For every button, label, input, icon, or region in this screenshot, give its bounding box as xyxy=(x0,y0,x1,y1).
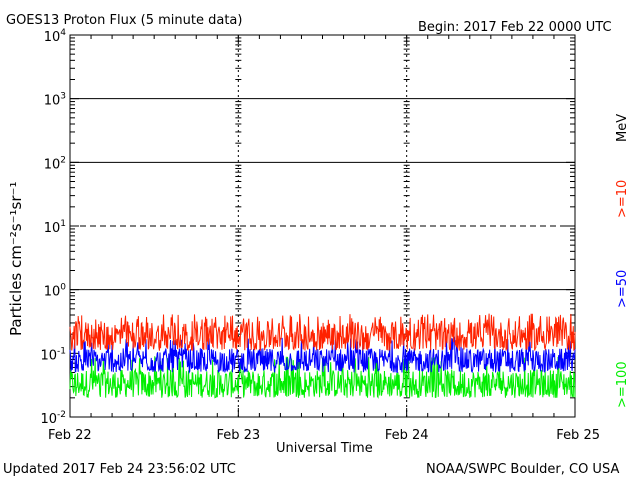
y-axis-label: Particles cm⁻²s⁻¹sr⁻¹ xyxy=(7,182,25,336)
legend-item-ge100: >=100 xyxy=(615,361,630,408)
y-tick-label: 101 xyxy=(44,219,66,236)
unit-label: MeV xyxy=(615,114,630,142)
updated-timestamp: Updated 2017 Feb 24 23:56:02 UTC xyxy=(3,462,236,477)
series-line-10 xyxy=(69,313,576,352)
y-tick-label: 103 xyxy=(44,92,66,109)
day-separators xyxy=(237,35,408,417)
y-tick-label: 10-1 xyxy=(40,346,66,363)
credit-text: NOAA/SWPC Boulder, CO USA xyxy=(426,462,619,477)
y-tick-label: 100 xyxy=(44,283,67,300)
series-line-50 xyxy=(69,336,576,375)
x-tick-label: Feb 24 xyxy=(385,428,429,443)
y-tick-label: 104 xyxy=(44,28,67,45)
chart-title: GOES13 Proton Flux (5 minute data) xyxy=(6,13,242,28)
y-tick-labels: 104 103 102 101 100 10-1 10-2 xyxy=(40,28,66,427)
legend: MeV >=10 >=50 >=100 xyxy=(615,114,630,408)
y-tick-label: 102 xyxy=(44,155,66,172)
x-tick-label: Feb 22 xyxy=(48,428,92,443)
x-axis-label: Universal Time xyxy=(276,441,373,456)
threshold-lines xyxy=(70,98,575,291)
x-tick-label: Feb 25 xyxy=(556,428,600,443)
legend-item-ge50: >=50 xyxy=(615,270,630,308)
x-tick-label: Feb 23 xyxy=(216,428,260,443)
begin-time: Begin: 2017 Feb 22 0000 UTC xyxy=(418,20,612,35)
x-tick-labels: Feb 22 Feb 23 Feb 24 Feb 25 xyxy=(48,428,600,443)
series-layer xyxy=(69,313,576,399)
legend-item-ge10: >=10 xyxy=(615,180,630,218)
y-tick-label: 10-2 xyxy=(40,410,66,427)
